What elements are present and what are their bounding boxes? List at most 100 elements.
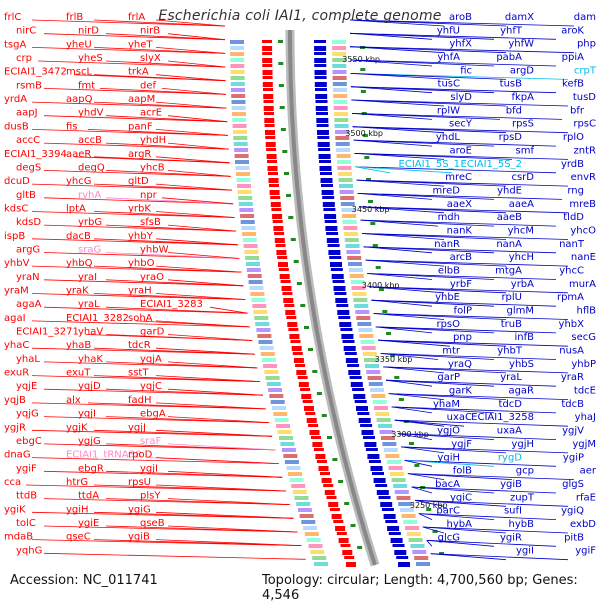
label-connector (105, 33, 226, 41)
feature-band (235, 160, 249, 164)
label-connector (93, 211, 235, 218)
label-connector (93, 19, 226, 27)
feature-band (236, 178, 251, 182)
gene-label: yrbG (78, 217, 102, 228)
left-gene-block (312, 442, 323, 447)
label-connector (418, 513, 495, 520)
feature-band (233, 130, 247, 134)
right-gene-block (368, 460, 381, 463)
left-gene-block (298, 382, 309, 387)
gene-label: degS (16, 162, 41, 173)
feature-band (399, 508, 414, 512)
tick-marker (398, 398, 404, 401)
left-gene-block (300, 388, 311, 391)
right-gene-block (320, 172, 332, 175)
gene-label: yhaV (78, 327, 103, 338)
accession-label: Accession: NC_011741 (10, 573, 158, 588)
feature-band (358, 328, 373, 332)
tick-marker (362, 134, 368, 137)
feature-band (344, 238, 359, 242)
label-connector (105, 279, 244, 287)
left-gene-block (308, 424, 319, 427)
left-gene-block (324, 490, 335, 495)
tick-marker (300, 304, 306, 307)
feature-band (333, 88, 347, 92)
label-connector (350, 59, 495, 67)
gene-label: mreD (433, 185, 461, 196)
feature-band (381, 436, 395, 440)
feature-band (332, 64, 347, 68)
gene-label: dusB (4, 121, 29, 132)
tick-marker (316, 392, 322, 395)
label-connector (360, 219, 439, 227)
gene-label: rygD (498, 452, 522, 463)
right-gene-block (322, 202, 335, 207)
gene-label: exuR (4, 368, 29, 379)
feature-band (359, 334, 374, 338)
gene-label: accC (16, 135, 40, 146)
right-gene-block (314, 46, 327, 51)
label-connector (31, 457, 279, 464)
gene-label: bfr (570, 105, 585, 116)
left-gene-block (268, 172, 278, 175)
label-connector (93, 347, 255, 355)
feature-band (244, 250, 259, 254)
label-connector (87, 129, 228, 136)
scale-tick-label: 3350 kbp (375, 355, 413, 364)
gene-label: ygiF (575, 546, 596, 557)
gene-label: ygiQ (561, 506, 584, 517)
right-gene-block (350, 382, 363, 387)
left-gene-block (276, 250, 287, 255)
label-connector (388, 393, 507, 400)
left-gene-block (262, 52, 273, 55)
feature-band (314, 562, 328, 566)
scale-tick-label: 3250 kbp (410, 501, 448, 510)
label-connector (365, 259, 569, 267)
left-gene-block (346, 562, 356, 567)
left-gene-block (287, 322, 298, 327)
label-connector (367, 273, 433, 280)
label-connector (373, 313, 507, 320)
right-gene-block (363, 436, 375, 439)
feature-band (240, 220, 255, 224)
feature-band (281, 448, 296, 452)
right-gene-block (319, 166, 332, 171)
right-gene-block (332, 280, 345, 283)
gene-label: pitB (564, 532, 584, 543)
right-gene-block (326, 232, 339, 235)
right-gene-block (333, 286, 346, 291)
label-connector (43, 142, 229, 150)
gene-label: ygiG (128, 504, 151, 515)
left-gene-block (271, 208, 282, 211)
gene-label: yqjB (4, 395, 26, 406)
feature-band (341, 208, 356, 212)
gene-label: yhbO (128, 258, 155, 269)
label-connector (349, 32, 557, 40)
feature-band (379, 430, 394, 434)
feature-band (310, 550, 325, 554)
feature-band (340, 202, 355, 206)
gene-label: agaR (508, 386, 534, 397)
feature-band (250, 292, 265, 296)
right-gene-block (314, 76, 327, 79)
gene-label: nanK (447, 226, 473, 237)
feature-band (249, 286, 264, 290)
gene-label: argR (128, 149, 151, 160)
right-gene-block (343, 346, 356, 351)
label-connector (373, 313, 569, 320)
label-connector (354, 153, 445, 160)
feature-band (268, 388, 283, 392)
right-gene-block (322, 196, 335, 199)
feature-band (230, 46, 245, 50)
feature-band (236, 172, 250, 176)
left-gene-block (263, 94, 274, 99)
gene-label: ygjG (78, 436, 101, 447)
feature-band (332, 58, 347, 62)
feature-band (354, 304, 369, 308)
tick-marker (278, 62, 284, 65)
label-connector (422, 526, 569, 534)
tick-marker (296, 282, 302, 285)
gene-label: yhaM (433, 399, 460, 410)
feature-band (393, 484, 408, 488)
label-connector (354, 153, 513, 160)
